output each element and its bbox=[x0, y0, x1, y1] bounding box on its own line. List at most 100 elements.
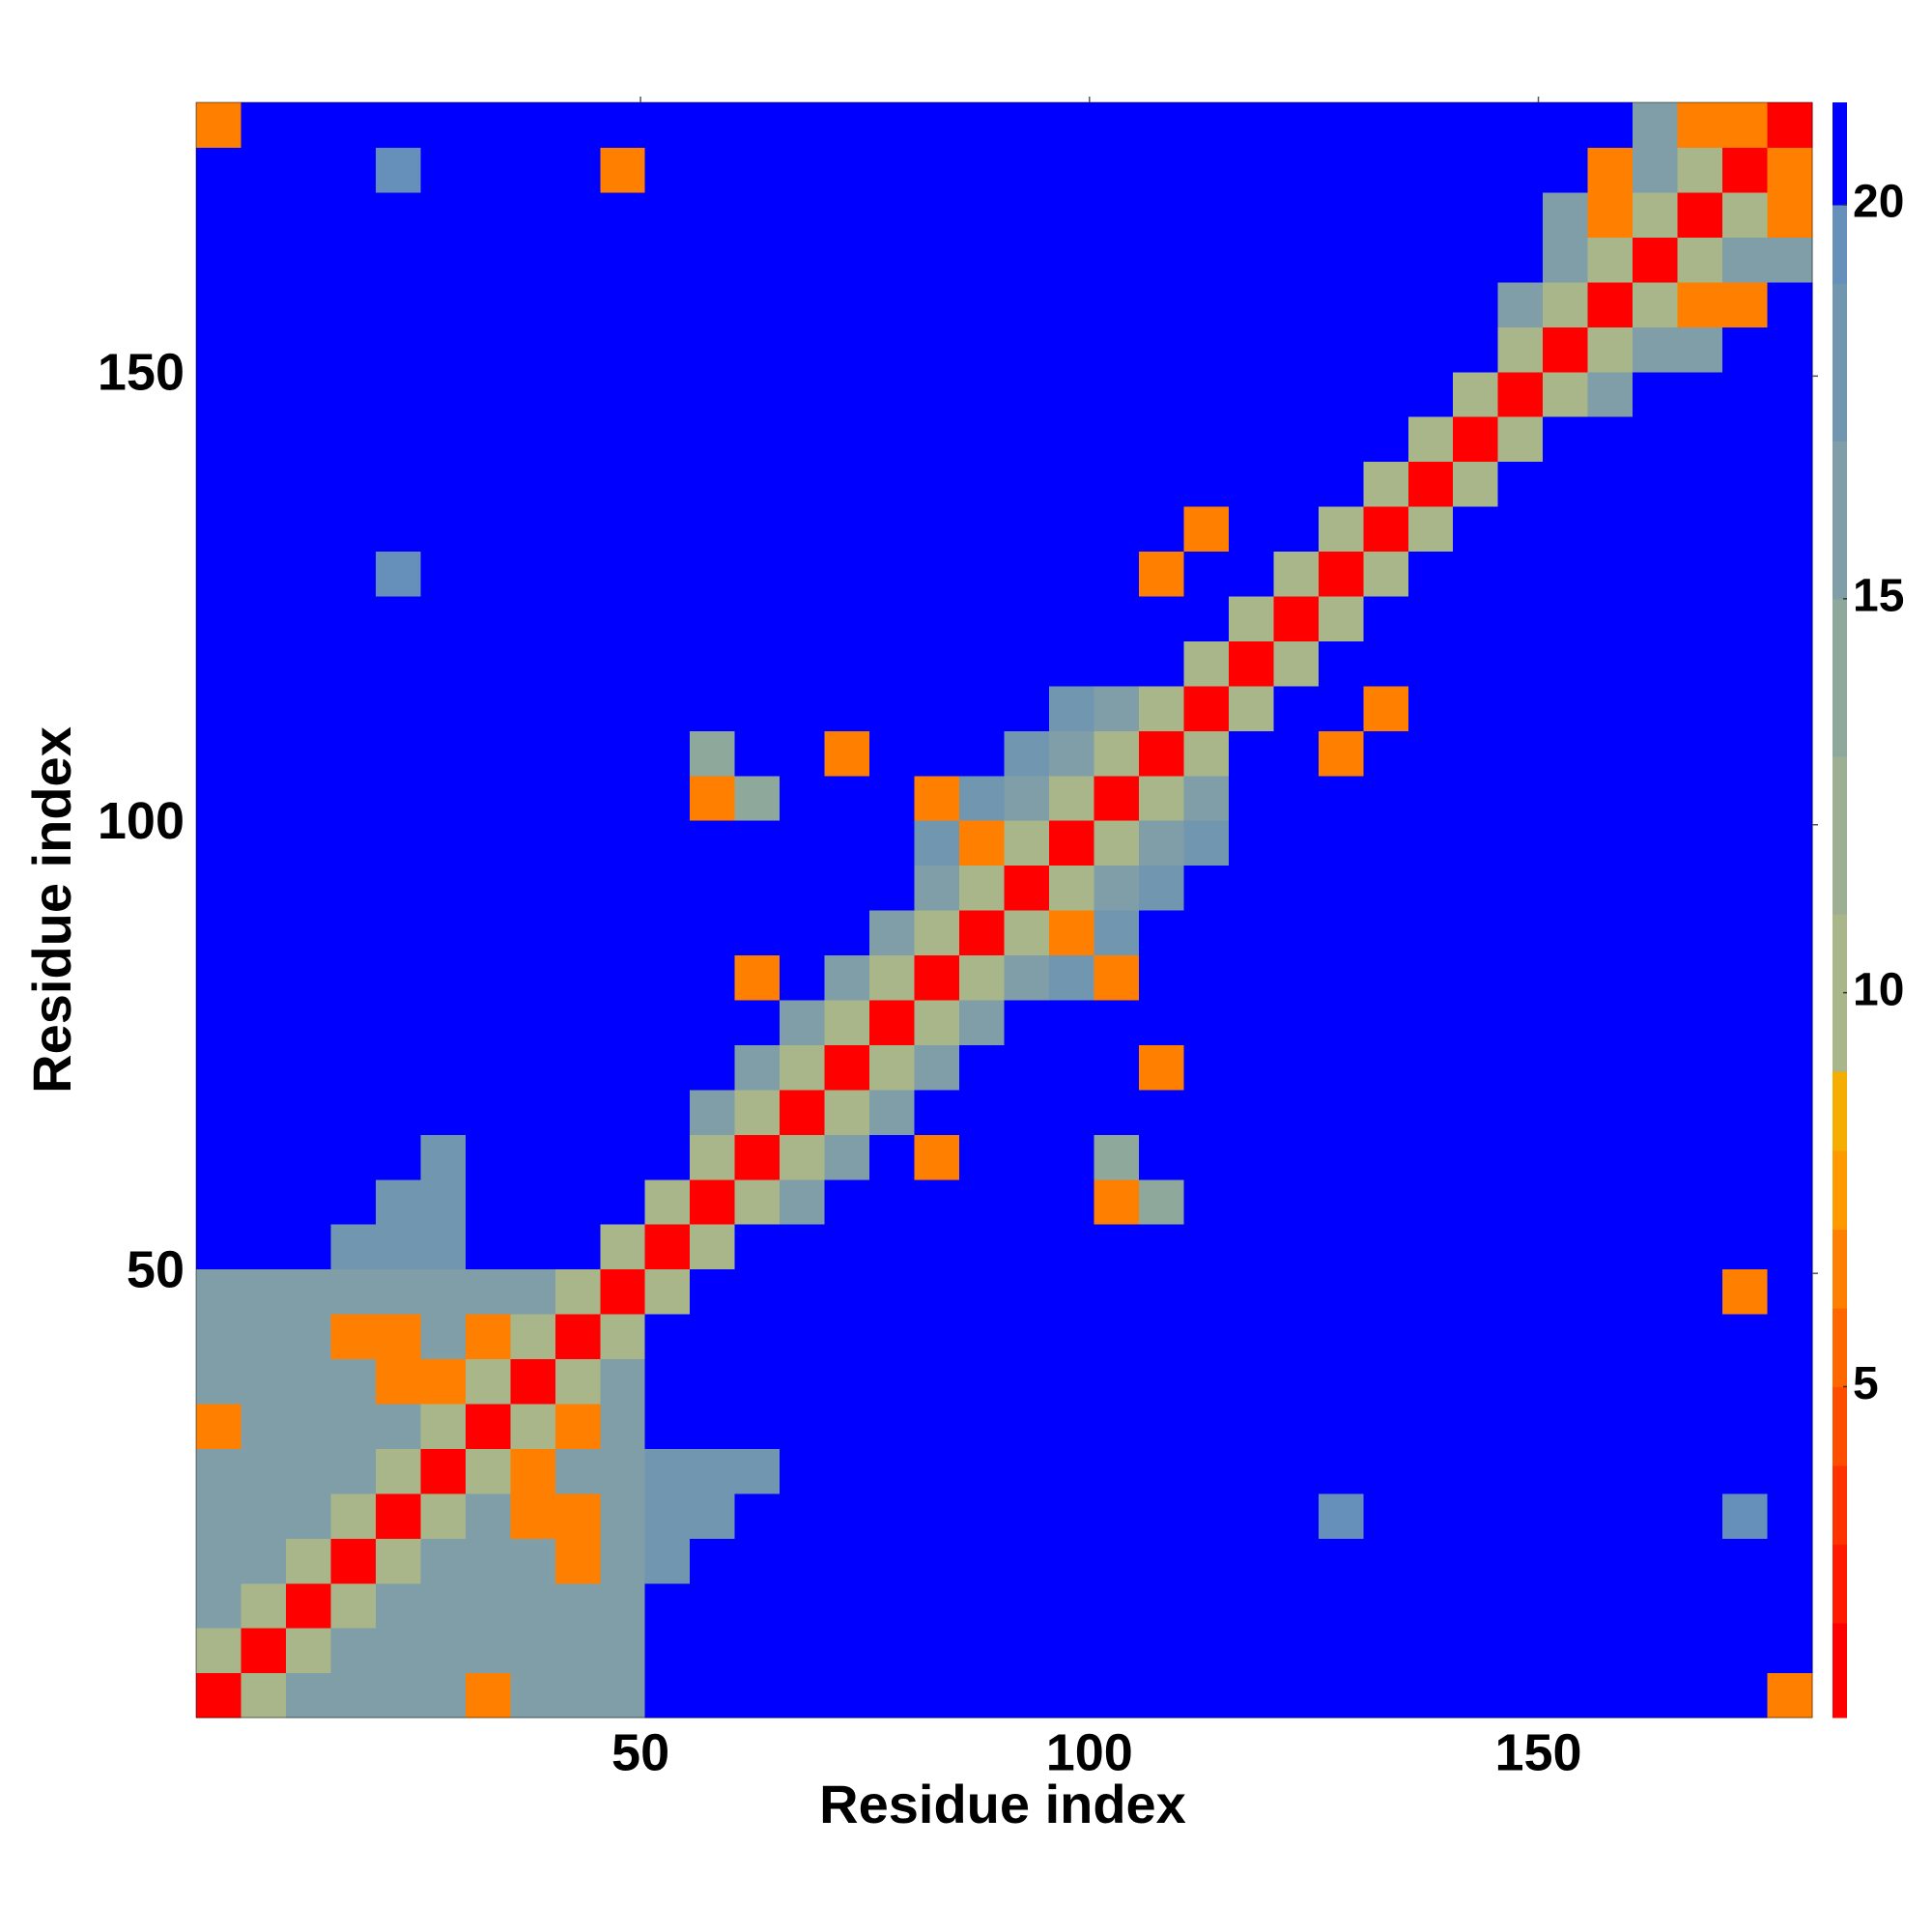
colorbar-segment bbox=[1833, 1071, 1847, 1151]
heatmap-cell bbox=[1048, 730, 1095, 777]
heatmap-cell bbox=[914, 237, 960, 283]
heatmap-cell bbox=[869, 954, 916, 1001]
heatmap-cell bbox=[600, 416, 646, 463]
heatmap-cell bbox=[824, 775, 870, 821]
heatmap-cell bbox=[420, 371, 467, 417]
heatmap-cell bbox=[1318, 1314, 1364, 1360]
heatmap-cell bbox=[1722, 1134, 1769, 1180]
heatmap-cell bbox=[1453, 595, 1499, 641]
heatmap-cell bbox=[375, 461, 421, 507]
heatmap-cell bbox=[241, 1089, 287, 1135]
heatmap-cell bbox=[1722, 147, 1769, 193]
heatmap-cell bbox=[1587, 191, 1634, 238]
heatmap-cell bbox=[1677, 595, 1723, 641]
heatmap-cell bbox=[824, 1089, 870, 1135]
heatmap-cell bbox=[1633, 820, 1679, 867]
heatmap-cell bbox=[1722, 865, 1769, 911]
heatmap-cell bbox=[1048, 820, 1095, 867]
heatmap-cell bbox=[600, 1448, 646, 1494]
heatmap-cell bbox=[1407, 910, 1454, 956]
heatmap-cell bbox=[1407, 775, 1454, 821]
heatmap-cell bbox=[959, 820, 1006, 867]
heatmap-cell bbox=[1094, 506, 1140, 553]
heatmap-cell bbox=[869, 1089, 916, 1135]
heatmap-cell bbox=[330, 1044, 377, 1091]
heatmap-cell bbox=[1094, 1582, 1140, 1629]
heatmap-cell bbox=[644, 1538, 691, 1584]
heatmap-cell bbox=[734, 640, 781, 687]
heatmap-cell bbox=[914, 416, 960, 463]
heatmap-cell bbox=[1363, 1403, 1409, 1449]
heatmap-cell bbox=[285, 595, 332, 641]
heatmap-cell bbox=[1094, 102, 1140, 149]
heatmap-cell bbox=[420, 910, 467, 956]
heatmap-cell bbox=[959, 191, 1006, 238]
heatmap-cell bbox=[375, 640, 421, 687]
heatmap-cell bbox=[1633, 1448, 1679, 1494]
heatmap-cell bbox=[1453, 730, 1499, 777]
heatmap-cell bbox=[1767, 191, 1813, 238]
heatmap-cell bbox=[554, 147, 601, 193]
heatmap-cell bbox=[465, 595, 511, 641]
heatmap-cell bbox=[914, 1134, 960, 1180]
heatmap-cell bbox=[1767, 730, 1813, 777]
heatmap-cell bbox=[600, 237, 646, 283]
heatmap-cell bbox=[600, 1358, 646, 1405]
heatmap-cell bbox=[1228, 910, 1274, 956]
heatmap-cell bbox=[1453, 1044, 1499, 1091]
heatmap-cell bbox=[1587, 595, 1634, 641]
heatmap-cell bbox=[1633, 865, 1679, 911]
heatmap-cell bbox=[1453, 551, 1499, 597]
heatmap-cell bbox=[780, 595, 826, 641]
heatmap-cell bbox=[734, 1134, 781, 1180]
heatmap-cell bbox=[1722, 910, 1769, 956]
heatmap-cell bbox=[241, 595, 287, 641]
heatmap-cell bbox=[1587, 1089, 1634, 1135]
heatmap-cell bbox=[1587, 1134, 1634, 1180]
heatmap-cell bbox=[1228, 865, 1274, 911]
heatmap-cell bbox=[1633, 730, 1679, 777]
heatmap-cell bbox=[241, 999, 287, 1045]
heatmap-cell bbox=[1407, 640, 1454, 687]
heatmap-cell bbox=[780, 1089, 826, 1135]
heatmap-cell bbox=[1767, 1492, 1813, 1539]
heatmap-cell bbox=[554, 595, 601, 641]
heatmap-cell bbox=[1363, 1314, 1409, 1360]
heatmap-cell bbox=[1453, 865, 1499, 911]
heatmap-cell bbox=[1048, 640, 1095, 687]
heatmap-cell bbox=[600, 820, 646, 867]
heatmap-cell bbox=[196, 191, 242, 238]
heatmap-cell bbox=[1722, 1492, 1769, 1539]
heatmap-cell bbox=[510, 147, 556, 193]
heatmap-cell bbox=[1094, 1179, 1140, 1225]
heatmap-cell bbox=[1318, 820, 1364, 867]
heatmap-cell bbox=[1363, 551, 1409, 597]
heatmap-cell bbox=[1633, 1134, 1679, 1180]
heatmap-cell bbox=[1722, 1089, 1769, 1135]
heatmap-cell bbox=[1094, 1224, 1140, 1270]
heatmap-cell bbox=[196, 999, 242, 1045]
heatmap-cell bbox=[420, 595, 467, 641]
heatmap-cell bbox=[824, 595, 870, 641]
heatmap-cell bbox=[465, 371, 511, 417]
heatmap-cell bbox=[465, 730, 511, 777]
heatmap-cell bbox=[1273, 327, 1320, 373]
heatmap-cell bbox=[1273, 999, 1320, 1045]
heatmap-cell bbox=[196, 1268, 242, 1315]
heatmap-cell bbox=[869, 775, 916, 821]
heatmap-cell bbox=[1587, 102, 1634, 149]
heatmap-cell bbox=[1407, 506, 1454, 553]
heatmap-cell bbox=[959, 730, 1006, 777]
heatmap-cell bbox=[914, 147, 960, 193]
heatmap-cell bbox=[734, 775, 781, 821]
heatmap-cell bbox=[600, 1044, 646, 1091]
heatmap-cell bbox=[375, 1538, 421, 1584]
heatmap-cell bbox=[1543, 640, 1589, 687]
heatmap-cell bbox=[824, 1134, 870, 1180]
heatmap-cell bbox=[1453, 506, 1499, 553]
heatmap-cell bbox=[959, 551, 1006, 597]
heatmap-cell bbox=[241, 1582, 287, 1629]
heatmap-cell bbox=[554, 640, 601, 687]
heatmap-cell bbox=[1004, 1448, 1050, 1494]
heatmap-cell bbox=[330, 1314, 377, 1360]
